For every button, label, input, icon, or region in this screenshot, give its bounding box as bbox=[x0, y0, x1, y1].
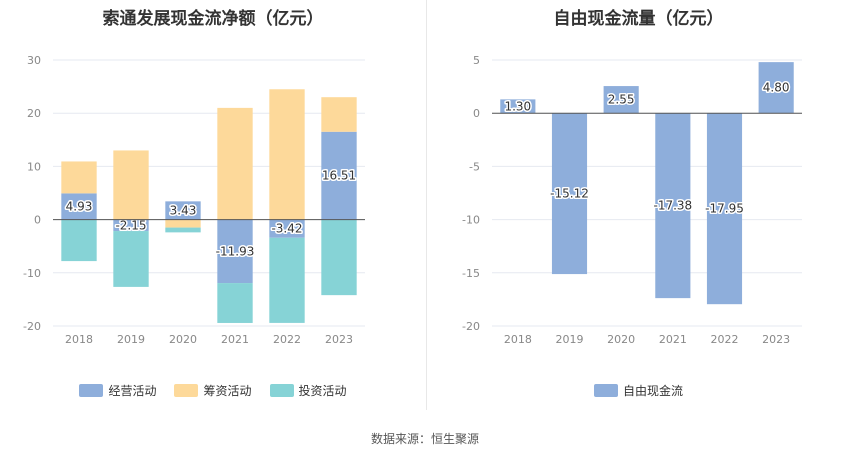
bar-自由现金流-2019 bbox=[551, 113, 588, 275]
data-label: -2.15 bbox=[115, 218, 146, 232]
bar-投资活动-2020 bbox=[165, 227, 201, 233]
bar-经营活动-2023 bbox=[321, 131, 357, 220]
bar-自由现金流-2021 bbox=[655, 113, 691, 299]
legend-label: 自由现金流 bbox=[622, 384, 683, 398]
bar-投资活动-2022 bbox=[269, 237, 305, 323]
y-tick-label: -5 bbox=[469, 160, 480, 173]
y-tick-label: -20 bbox=[23, 320, 41, 333]
bar-筹资活动-2019 bbox=[113, 150, 149, 220]
data-label: 1.30 bbox=[504, 99, 531, 113]
x-tick-label: 2019 bbox=[117, 333, 145, 346]
legend-swatch bbox=[269, 384, 294, 397]
bar-经营活动-2018 bbox=[61, 193, 97, 220]
data-label: 3.43 bbox=[170, 203, 197, 217]
y-tick-label: -10 bbox=[462, 214, 480, 227]
legend-item[interactable]: 筹资活动 bbox=[174, 382, 252, 399]
y-tick-label: 0 bbox=[473, 107, 480, 120]
x-tick-label: 2021 bbox=[659, 333, 687, 346]
free-cash-flow-chart-panel: 自由现金流量（亿元） -20 -15 -10 -5 0 5 1.30 2018 -15.12 20… bbox=[427, 0, 850, 420]
x-tick-label: 2019 bbox=[556, 333, 584, 346]
bar-筹资活动-2022 bbox=[269, 89, 305, 220]
legend-item[interactable]: 投资活动 bbox=[269, 382, 347, 399]
x-tick-label: 2020 bbox=[607, 333, 635, 346]
bar-投资活动-2021 bbox=[217, 283, 253, 323]
bar-经营活动-2020 bbox=[165, 201, 201, 220]
y-tick-label: 0 bbox=[34, 214, 41, 227]
chart-title: 索通发展现金流净额（亿元） bbox=[102, 9, 324, 29]
bar-自由现金流-2023 bbox=[758, 62, 794, 114]
x-tick-label: 2022 bbox=[711, 333, 739, 346]
y-tick-label: 10 bbox=[27, 160, 41, 173]
data-label: 4.80 bbox=[763, 81, 790, 95]
bar-筹资活动-2020 bbox=[165, 219, 201, 228]
legend-label: 投资活动 bbox=[298, 384, 347, 398]
x-tick-label: 2021 bbox=[221, 333, 249, 346]
bar-投资活动-2023 bbox=[321, 219, 357, 296]
data-label: -11.93 bbox=[216, 244, 255, 258]
data-label: -17.38 bbox=[653, 199, 692, 213]
cash-flow-chart-panel: 索通发展现金流净额（亿元） -20 -10 0 10 20 30 4.93 2018 -2.15… bbox=[0, 0, 426, 420]
legend-swatch bbox=[79, 384, 104, 397]
bar-投资活动-2019 bbox=[113, 231, 149, 287]
data-label: -3.42 bbox=[271, 222, 302, 236]
cash-flow-plot: -20 -10 0 10 20 30 4.93 2018 -2.15 2019 3.43 2020 -1… bbox=[23, 54, 365, 346]
y-tick-label: 20 bbox=[27, 107, 41, 120]
legend-swatch bbox=[174, 384, 199, 397]
free-cash-flow-plot: -20 -15 -10 -5 0 5 1.30 2018 -15.12 2019 2.55 2020 -… bbox=[462, 54, 802, 346]
chart-legend: 自由现金流 bbox=[427, 382, 850, 399]
bar-投资活动-2018 bbox=[61, 219, 97, 262]
y-tick-label: -10 bbox=[23, 267, 41, 280]
data-label: 2.55 bbox=[608, 93, 635, 107]
bar-自由现金流-2020 bbox=[603, 86, 639, 114]
x-tick-label: 2023 bbox=[762, 333, 790, 346]
y-tick-label: 5 bbox=[473, 54, 480, 67]
data-label: -17.95 bbox=[705, 202, 744, 216]
x-tick-label: 2023 bbox=[325, 333, 353, 346]
x-tick-label: 2018 bbox=[504, 333, 532, 346]
bar-经营活动-2019 bbox=[113, 219, 149, 232]
x-tick-label: 2022 bbox=[273, 333, 301, 346]
y-tick-label: -15 bbox=[462, 267, 480, 280]
chart-legend: 经营活动 筹资活动 投资活动 bbox=[0, 382, 426, 399]
bar-筹资活动-2023 bbox=[321, 97, 357, 132]
data-label: 16.51 bbox=[322, 169, 356, 183]
x-tick-label: 2018 bbox=[65, 333, 93, 346]
data-source-note: 数据来源：恒生聚源 bbox=[370, 432, 479, 446]
legend-swatch bbox=[593, 384, 618, 397]
x-tick-label: 2020 bbox=[169, 333, 197, 346]
legend-label: 经营活动 bbox=[108, 384, 157, 398]
bar-经营活动-2021 bbox=[217, 219, 253, 284]
bar-自由现金流-2022 bbox=[706, 113, 743, 305]
bar-筹资活动-2021 bbox=[217, 107, 253, 220]
y-tick-label: 30 bbox=[27, 54, 41, 67]
legend-label: 筹资活动 bbox=[203, 384, 252, 398]
chart-title: 自由现金流量（亿元） bbox=[553, 9, 724, 29]
y-tick-label: -20 bbox=[462, 320, 480, 333]
bar-经营活动-2022 bbox=[269, 219, 305, 238]
legend-item[interactable]: 经营活动 bbox=[79, 382, 156, 399]
data-label: 4.93 bbox=[66, 199, 93, 213]
bar-自由现金流-2018 bbox=[500, 99, 536, 114]
bar-筹资活动-2018 bbox=[61, 161, 97, 194]
panel-divider bbox=[426, 0, 427, 410]
data-label: -15.12 bbox=[550, 187, 589, 201]
legend-item[interactable]: 自由现金流 bbox=[593, 382, 683, 399]
